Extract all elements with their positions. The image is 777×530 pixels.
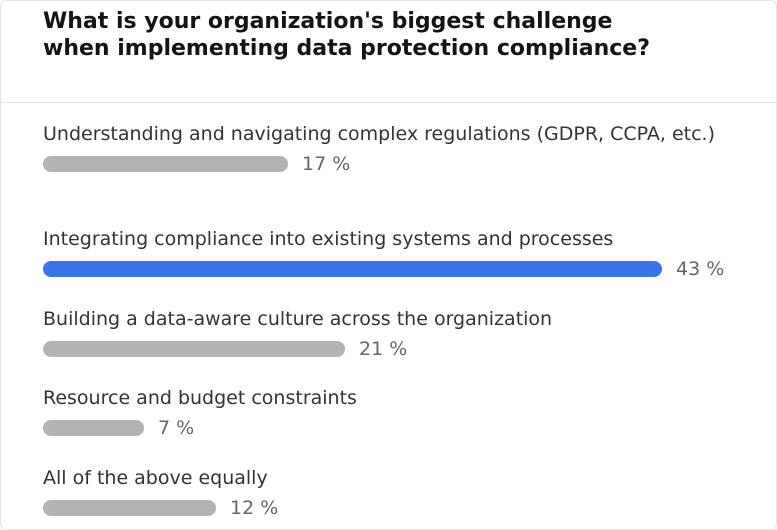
poll-option-result: 43 % — [43, 258, 743, 280]
poll-option-result: 12 % — [43, 497, 743, 519]
poll-question: What is your organization's biggest chal… — [43, 9, 650, 61]
result-bar — [43, 420, 144, 436]
result-percent: 12 % — [230, 497, 279, 519]
result-bar — [43, 341, 345, 357]
poll-option-label: Resource and budget constraints — [43, 387, 357, 409]
poll-option-3[interactable]: Building a data-aware culture across the… — [43, 307, 743, 359]
result-percent: 43 % — [676, 258, 725, 280]
result-bar — [43, 261, 662, 277]
poll-option-4[interactable]: Resource and budget constraints 7 % — [43, 386, 743, 438]
result-percent: 7 % — [158, 417, 195, 439]
poll-option-label: All of the above equally — [43, 467, 268, 489]
poll-option-2[interactable]: Integrating compliance into existing sys… — [43, 227, 743, 279]
poll-option-result: 21 % — [43, 338, 743, 360]
poll-option-label: Building a data-aware culture across the… — [43, 308, 553, 330]
poll-option-5[interactable]: All of the above equally 12 % — [43, 466, 743, 518]
result-percent: 17 % — [302, 153, 351, 175]
poll-header: What is your organization's biggest chal… — [1, 1, 776, 103]
poll-option-result: 7 % — [43, 417, 743, 439]
result-bar — [43, 500, 216, 516]
poll-option-result: 17 % — [43, 153, 743, 175]
poll-option-1[interactable]: Understanding and navigating complex reg… — [43, 122, 743, 174]
result-bar — [43, 156, 288, 172]
poll-option-label: Integrating compliance into existing sys… — [43, 228, 614, 250]
poll-option-label: Understanding and navigating complex reg… — [43, 123, 715, 145]
result-percent: 21 % — [359, 338, 408, 360]
